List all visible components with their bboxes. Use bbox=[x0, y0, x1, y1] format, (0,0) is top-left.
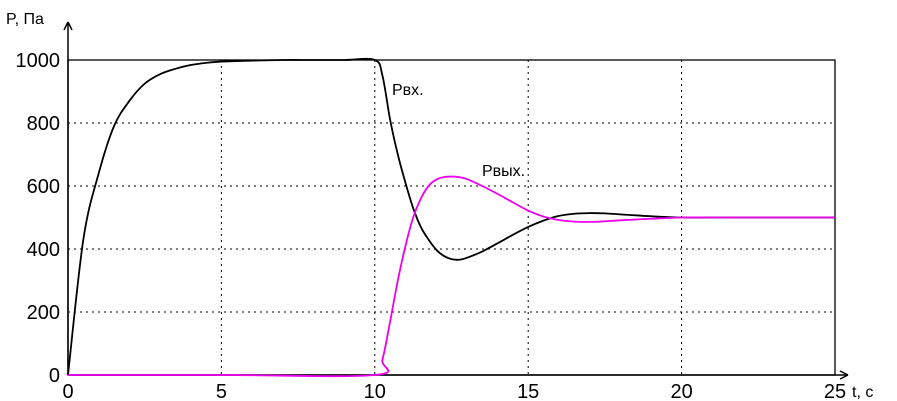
x-tick-label: 25 bbox=[824, 381, 846, 401]
y-axis-label: P, Па bbox=[6, 11, 44, 28]
tick-labels: 0 5 10 15 20 25 0 200 400 600 800 1000 bbox=[16, 50, 847, 401]
series-label-pvx: Рвх. bbox=[392, 82, 424, 99]
series-line-pvx bbox=[67, 57, 835, 376]
series-line-pvyx bbox=[68, 175, 835, 378]
series-lines bbox=[67, 57, 835, 378]
y-tick-label: 800 bbox=[27, 113, 60, 135]
x-tick-label: 15 bbox=[517, 381, 539, 401]
x-axis-arrow-icon bbox=[839, 370, 849, 380]
x-tick-label: 10 bbox=[364, 381, 386, 401]
y-axis-arrow-icon bbox=[63, 21, 73, 31]
x-axis-label: t, c bbox=[852, 384, 873, 401]
x-tick-label: 5 bbox=[216, 381, 227, 401]
x-tick-label: 20 bbox=[670, 381, 692, 401]
y-tick-label: 200 bbox=[27, 302, 60, 324]
y-tick-label: 400 bbox=[27, 239, 60, 261]
y-tick-label: 0 bbox=[49, 365, 60, 387]
series-label-pvyx: Рвых. bbox=[482, 163, 525, 180]
y-tick-label: 1000 bbox=[16, 50, 61, 72]
y-tick-label: 600 bbox=[27, 176, 60, 198]
x-tick-label: 0 bbox=[62, 381, 73, 401]
axes bbox=[63, 21, 849, 380]
